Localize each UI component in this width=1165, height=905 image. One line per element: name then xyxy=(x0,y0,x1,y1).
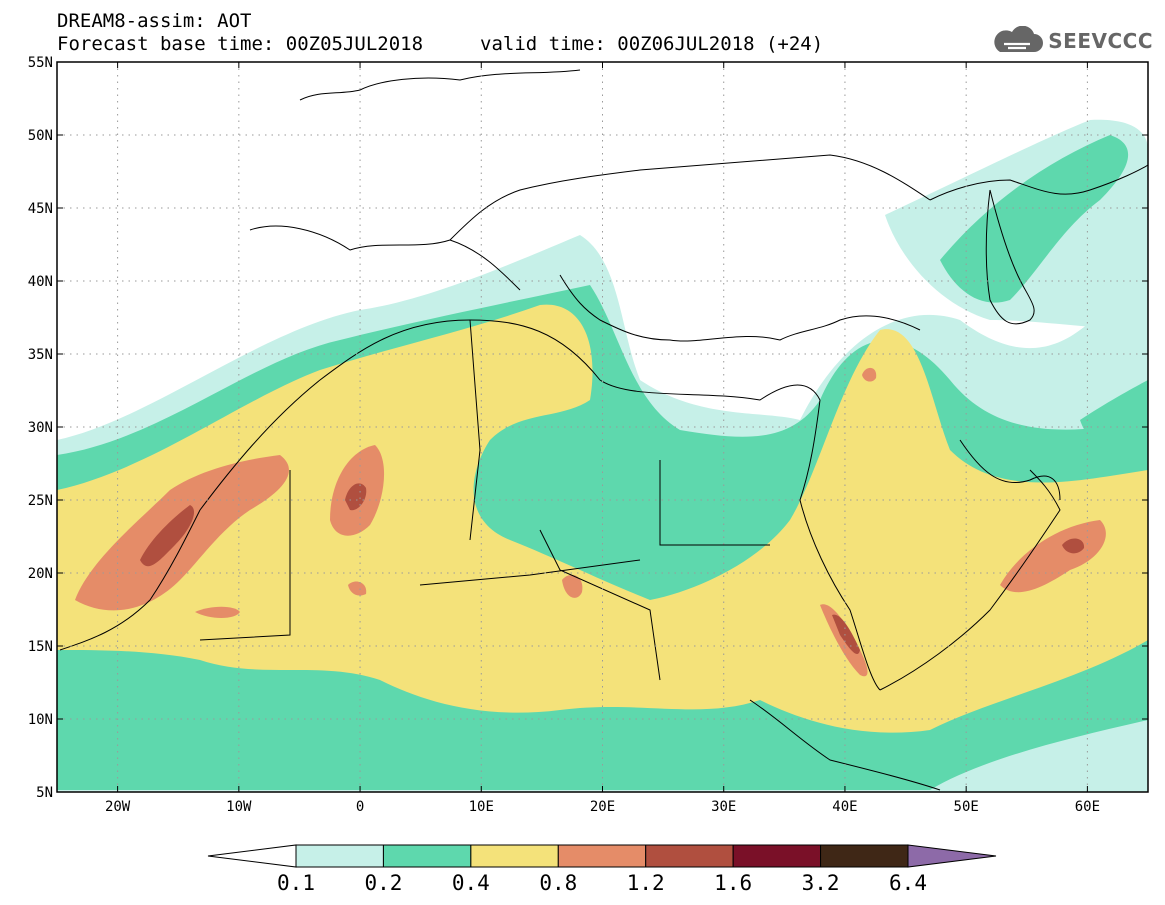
aot-band-0.2-caspian xyxy=(940,135,1129,303)
cloud-logo-icon xyxy=(994,26,1044,52)
colorbar-level-label: 0.1 xyxy=(277,871,315,895)
lon-tick-label: 10W xyxy=(226,799,252,815)
lat-tick-label: 40N xyxy=(28,274,53,290)
valid-time: valid time: 00Z06JUL2018 (+24) xyxy=(480,33,824,55)
colorbar-cell xyxy=(470,844,559,868)
colorbar-max-arrow xyxy=(907,844,997,868)
aot-band-1.2-westsahara xyxy=(140,505,195,567)
lat-tick-label: 15N xyxy=(28,639,53,655)
colorbar-level-label: 1.6 xyxy=(714,871,752,895)
colorbar-level-label: 0.2 xyxy=(364,871,402,895)
aot-band-0.2-east xyxy=(1080,380,1148,460)
colorbar-cell xyxy=(557,844,647,868)
forecast-base-time: Forecast base time: 00Z05JUL2018 xyxy=(57,33,424,55)
colorbar-labels: 0.1 0.2 0.4 0.8 1.2 1.6 3.2 6.4 xyxy=(277,871,927,895)
lat-tick-label: 30N xyxy=(28,420,53,436)
lat-tick-label: 45N xyxy=(28,201,53,217)
logo-text: SEEVCCC xyxy=(1048,29,1153,53)
colorbar-level-label: 1.2 xyxy=(627,871,665,895)
lon-tick-label: 40E xyxy=(832,799,857,815)
aot-band-1.2-red-sea xyxy=(832,614,860,655)
seevccc-logo: SEEVCCC xyxy=(990,26,1153,56)
lon-tick-label: 50E xyxy=(954,799,979,815)
latitude-axis: 5N 10N 15N 20N 25N 30N 35N 40N 45N 50N 55N xyxy=(28,55,1148,801)
colorbar-level-label: 6.4 xyxy=(889,871,927,895)
colorbar-cell xyxy=(732,844,822,868)
lon-tick-label: 20E xyxy=(590,799,615,815)
aot-band-1.2-algeria xyxy=(345,483,367,511)
colorbar-cell xyxy=(382,844,472,868)
lon-tick-label: 0 xyxy=(356,799,364,815)
longitude-axis: 20W 10W 0 10E 20E 30E 40E 50E 60E xyxy=(105,62,1100,815)
colorbar-level-label: 0.4 xyxy=(452,871,490,895)
gridlines xyxy=(57,62,1148,792)
lat-tick-label: 55N xyxy=(28,55,53,71)
colorbar-level-label: 0.8 xyxy=(539,871,577,895)
colorbar-cell xyxy=(295,844,384,868)
coastlines xyxy=(59,69,1148,791)
colorbar-min-arrow xyxy=(207,844,297,868)
map-title: DREAM8-assim: AOT xyxy=(57,10,252,32)
colorbar-level-label: 3.2 xyxy=(802,871,840,895)
lon-tick-label: 10E xyxy=(469,799,494,815)
lon-tick-label: 30E xyxy=(711,799,736,815)
aot-band-1.2-oman xyxy=(1062,538,1085,554)
colorbar-cell xyxy=(645,844,734,868)
lat-tick-label: 50N xyxy=(28,128,53,144)
lat-tick-label: 20N xyxy=(28,566,53,582)
lat-tick-label: 25N xyxy=(28,493,53,509)
aot-band-0.8-small xyxy=(348,581,367,596)
colorbar-cell xyxy=(820,844,909,868)
colorbar xyxy=(207,844,997,868)
aot-band-0.8-chad xyxy=(562,574,583,598)
lon-tick-label: 60E xyxy=(1075,799,1100,815)
aot-band-0.8-iraq xyxy=(862,367,877,382)
aot-band-0.8-oman xyxy=(1000,520,1106,593)
aot-band-0.4 xyxy=(57,304,1148,733)
lat-tick-label: 35N xyxy=(28,347,53,363)
lat-tick-label: 5N xyxy=(36,785,53,801)
aot-band-0.8-mauritania xyxy=(195,606,240,618)
lat-tick-label: 10N xyxy=(28,712,53,728)
lon-tick-label: 20W xyxy=(105,799,131,815)
